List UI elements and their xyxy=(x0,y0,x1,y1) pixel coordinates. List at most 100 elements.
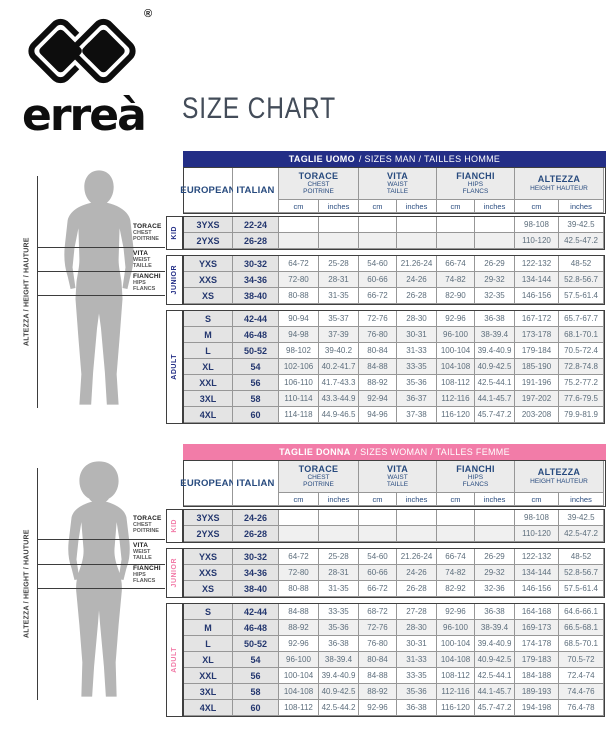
measurement-value: 108-112 xyxy=(279,700,319,716)
column-header-group: ALTEZZA HEIGHT HAUTEUR xyxy=(515,461,604,493)
measurement-value: 92-94 xyxy=(359,391,397,407)
column-header-title: TORACE xyxy=(298,170,339,181)
size-rows: 3YXS 24-26 98-108 39-42.5 2YXS 26-28 110-120 42… xyxy=(183,509,605,543)
male-figure: ALTEZZA / HEIGHT / HAUTURE TORACE CHEST … xyxy=(20,164,172,416)
measurement-value: 64-72 xyxy=(279,256,319,272)
table-column-headers: EUROPEAN ITALIAN TORACE CHEST POITRINE cm inch… xyxy=(180,460,606,507)
measurement-value: 21.26-24 xyxy=(397,549,437,565)
size-european: 3YXS xyxy=(184,510,233,526)
table-column-headers: EUROPEAN ITALIAN TORACE CHEST POITRINE cm inch… xyxy=(180,167,606,214)
measurement-value: 32-35 xyxy=(475,288,515,304)
column-header-title: ALTEZZA xyxy=(537,174,581,185)
size-italian: 38-40 xyxy=(233,288,279,304)
measurement-value: 35-36 xyxy=(397,684,437,700)
measurement-value: 60-66 xyxy=(359,565,397,581)
measurement-value: 94-98 xyxy=(279,327,319,343)
size-european: XXL xyxy=(184,668,233,684)
unit-header: cm xyxy=(359,200,397,213)
column-header-italian: ITALIAN xyxy=(233,168,279,213)
column-header-title: VITA xyxy=(386,170,409,181)
measurement-value xyxy=(279,510,319,526)
measurement-value xyxy=(359,233,397,249)
measurement-value: 80-84 xyxy=(359,343,397,359)
measurement-value: 29-32 xyxy=(475,565,515,581)
measurement-value: 72-76 xyxy=(359,311,397,327)
measurement-value: 96-100 xyxy=(437,327,475,343)
table-title-secondary: / SIZES MAN / TAILLES HOMME xyxy=(358,154,501,164)
measurement-value xyxy=(319,233,359,249)
measurement-value xyxy=(475,233,515,249)
measurement-value: 48-52 xyxy=(559,549,604,565)
column-header-subtitle: TAILLE xyxy=(386,481,409,489)
measurement-value: 88-92 xyxy=(279,620,319,636)
height-axis-label: ALTEZZA / HEIGHT / HAUTURE xyxy=(23,529,31,639)
size-italian: 56 xyxy=(233,668,279,684)
column-header-subtitle: CHEST xyxy=(307,181,330,189)
measurement-value: 167-172 xyxy=(515,311,559,327)
row-group-label: ADULT xyxy=(166,310,183,424)
size-european: 2YXS xyxy=(184,526,233,542)
measurement-value: 27-28 xyxy=(397,604,437,620)
measurement-value: 26-29 xyxy=(475,549,515,565)
measurement-value: 134-144 xyxy=(515,272,559,288)
measurement-value: 92-96 xyxy=(359,700,397,716)
size-european: 2YXS xyxy=(184,233,233,249)
size-italian: 42-44 xyxy=(233,604,279,620)
table-header: TAGLIE DONNA / SIZES WOMAN / TAILLES FEMM… xyxy=(180,444,606,507)
measurement-value: 32-36 xyxy=(475,581,515,597)
size-italian: 42-44 xyxy=(233,311,279,327)
column-header-subtitle: POITRINE xyxy=(303,481,334,489)
hips-label-line: HIPS xyxy=(133,280,146,287)
size-italian: 54 xyxy=(233,652,279,668)
measurement-value: 90-94 xyxy=(279,311,319,327)
measurement-value: 39-42.5 xyxy=(559,510,604,526)
measurement-value: 26-28 xyxy=(397,581,437,597)
measurement-value: 79.9-81.9 xyxy=(559,407,604,423)
measurement-value: 104-108 xyxy=(437,652,475,668)
size-european: L xyxy=(184,636,233,652)
measurement-value xyxy=(279,526,319,542)
measurement-value: 80-84 xyxy=(359,652,397,668)
column-header-subtitle: TAILLE xyxy=(386,188,409,196)
measurement-value: 28-31 xyxy=(319,565,359,581)
measurement-value xyxy=(319,217,359,233)
measurement-value: 191-196 xyxy=(515,375,559,391)
measurement-value: 31-33 xyxy=(397,343,437,359)
size-european: 4XL xyxy=(184,407,233,423)
hips-label-line: FLANCS xyxy=(133,286,156,293)
measurement-value: 26-29 xyxy=(475,256,515,272)
measurement-value: 84-88 xyxy=(279,604,319,620)
measurement-value: 40.9-42.5 xyxy=(319,684,359,700)
measurement-value: 72.4-74 xyxy=(559,668,604,684)
errea-logo-icon xyxy=(28,14,140,88)
measurement-value: 28-31 xyxy=(319,272,359,288)
measurement-value: 33-35 xyxy=(319,604,359,620)
size-rows: S 42-44 84-88 33-35 68-72 27-28 92-96 36-38 164-… xyxy=(183,603,605,717)
size-italian: 38-40 xyxy=(233,581,279,597)
measurement-value: 179-183 xyxy=(515,652,559,668)
measurement-value: 42.5-44.1 xyxy=(475,668,515,684)
measurement-value: 102-106 xyxy=(279,359,319,375)
row-group-label-text: KID xyxy=(171,519,178,533)
size-italian: 60 xyxy=(233,407,279,423)
hips-line xyxy=(37,295,165,296)
measurement-value: 36-37 xyxy=(397,391,437,407)
measurement-value: 100-104 xyxy=(279,668,319,684)
measurement-value: 194-198 xyxy=(515,700,559,716)
row-group-label: JUNIOR xyxy=(166,255,183,305)
size-italian: 60 xyxy=(233,700,279,716)
measurement-value: 169-173 xyxy=(515,620,559,636)
measurement-value: 75.2-77.2 xyxy=(559,375,604,391)
measurement-value: 92-96 xyxy=(279,636,319,652)
measurement-value: 80-88 xyxy=(279,581,319,597)
measurement-value: 106-110 xyxy=(279,375,319,391)
measurement-value xyxy=(397,217,437,233)
hips-label: FIANCHI HIPS FLANCS xyxy=(133,565,181,585)
size-section-adult: ADULT S 42-44 84-88 33-35 68-72 27-28 92-96 36-3… xyxy=(166,603,606,717)
measurement-value: 33-35 xyxy=(397,668,437,684)
measurement-value: 36-38 xyxy=(475,311,515,327)
measurement-value: 68-72 xyxy=(359,604,397,620)
column-header-title: VITA xyxy=(386,463,409,474)
measurement-value: 44.1-45.7 xyxy=(475,684,515,700)
measurement-value: 31-35 xyxy=(319,288,359,304)
